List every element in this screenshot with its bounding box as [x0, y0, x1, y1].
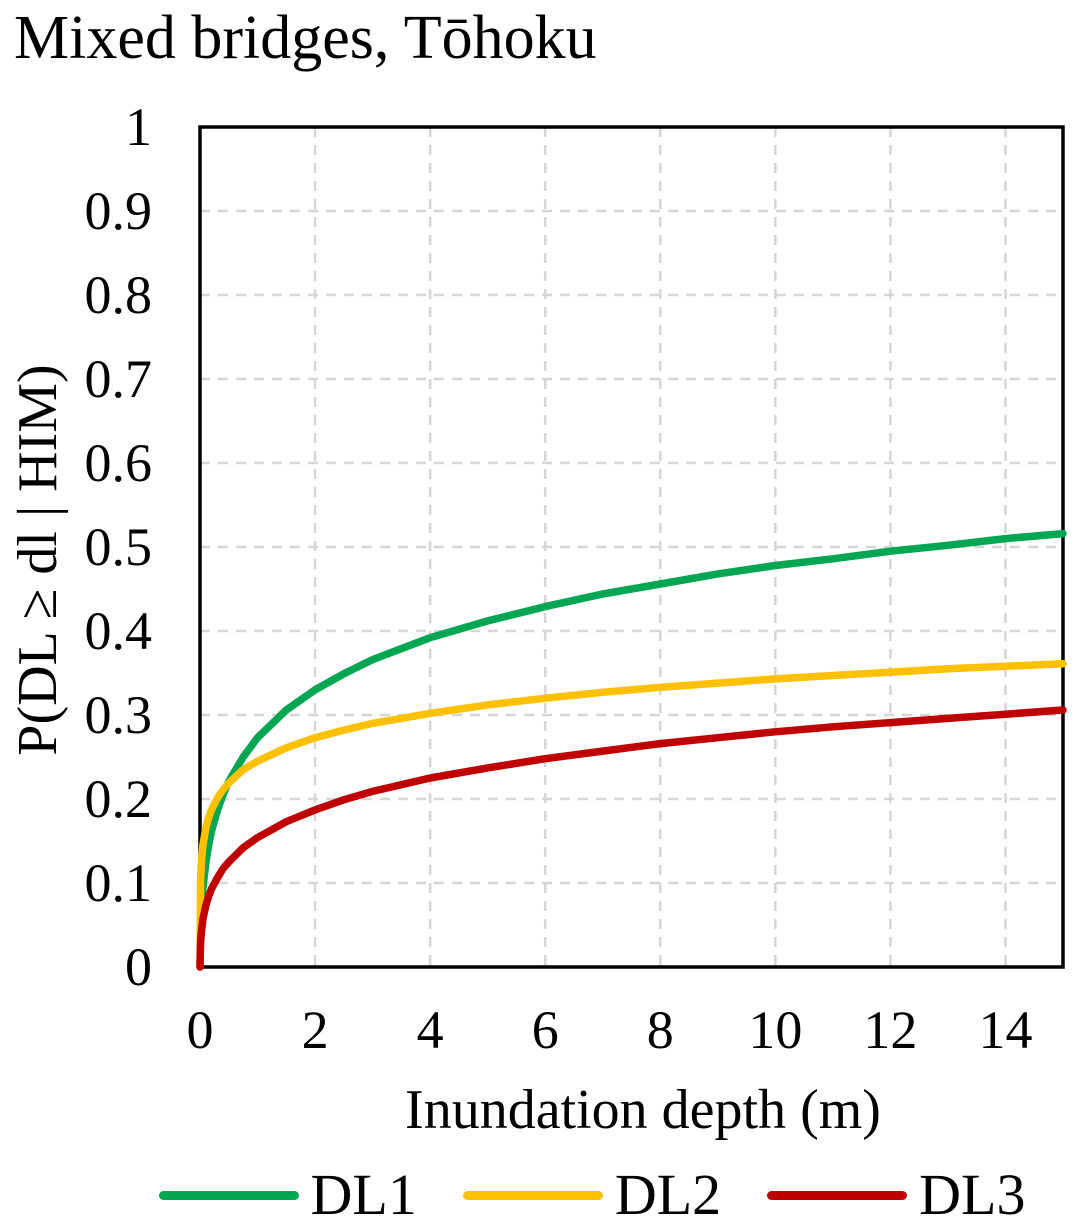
- legend-item-dl3: DL3: [767, 1166, 1025, 1224]
- plot-area: [196, 125, 1067, 971]
- y-tick-label-0.2: 0.2: [84, 769, 153, 829]
- y-tick-label-1: 1: [125, 97, 152, 157]
- y-tick-label-0.9: 0.9: [84, 181, 153, 241]
- x-tick-label-12: 12: [863, 1000, 918, 1060]
- plot-border: [198, 125, 1065, 969]
- y-tick-label-0.4: 0.4: [84, 601, 153, 661]
- y-tick-label-0.1: 0.1: [84, 853, 153, 913]
- y-tick-label-0.7: 0.7: [84, 349, 153, 409]
- y-tick-label-0.5: 0.5: [84, 517, 153, 577]
- dl1-line-swatch: [158, 1190, 299, 1200]
- chart-title: Mixed bridges, Tōhoku: [14, 4, 597, 72]
- legend: DL1 DL2 DL3: [52, 1166, 1080, 1224]
- dl3-line-swatch: [767, 1190, 908, 1200]
- dl3-legend-label: DL3: [919, 1162, 1026, 1224]
- curve-dl1: [196, 529, 1067, 971]
- y-tick-label-0.6: 0.6: [84, 433, 153, 493]
- x-tick-label-0: 0: [186, 1000, 214, 1060]
- x-axis-title: Inundation depth (m): [405, 1079, 881, 1141]
- dl2-line-swatch: [462, 1190, 603, 1200]
- legend-item-dl2: DL2: [462, 1162, 722, 1224]
- dl2-legend-label: DL2: [614, 1162, 722, 1224]
- dl1-legend-label: DL1: [310, 1162, 417, 1224]
- x-tick-label-8: 8: [646, 1000, 674, 1060]
- y-tick-label-0.3: 0.3: [84, 685, 153, 745]
- y-tick-label-0: 0: [125, 937, 152, 997]
- x-tick-label-14: 14: [978, 1000, 1033, 1060]
- x-tick-label-10: 10: [748, 1000, 803, 1060]
- curve-dl3: [196, 706, 1067, 971]
- x-tick-label-4: 4: [416, 1000, 444, 1060]
- x-tick-label-2: 2: [301, 1000, 329, 1060]
- legend-item-dl1: DL1: [158, 1162, 417, 1224]
- y-tick-label-0.8: 0.8: [84, 265, 153, 325]
- x-tick-label-6: 6: [531, 1000, 559, 1060]
- curve-dl2: [196, 660, 1067, 971]
